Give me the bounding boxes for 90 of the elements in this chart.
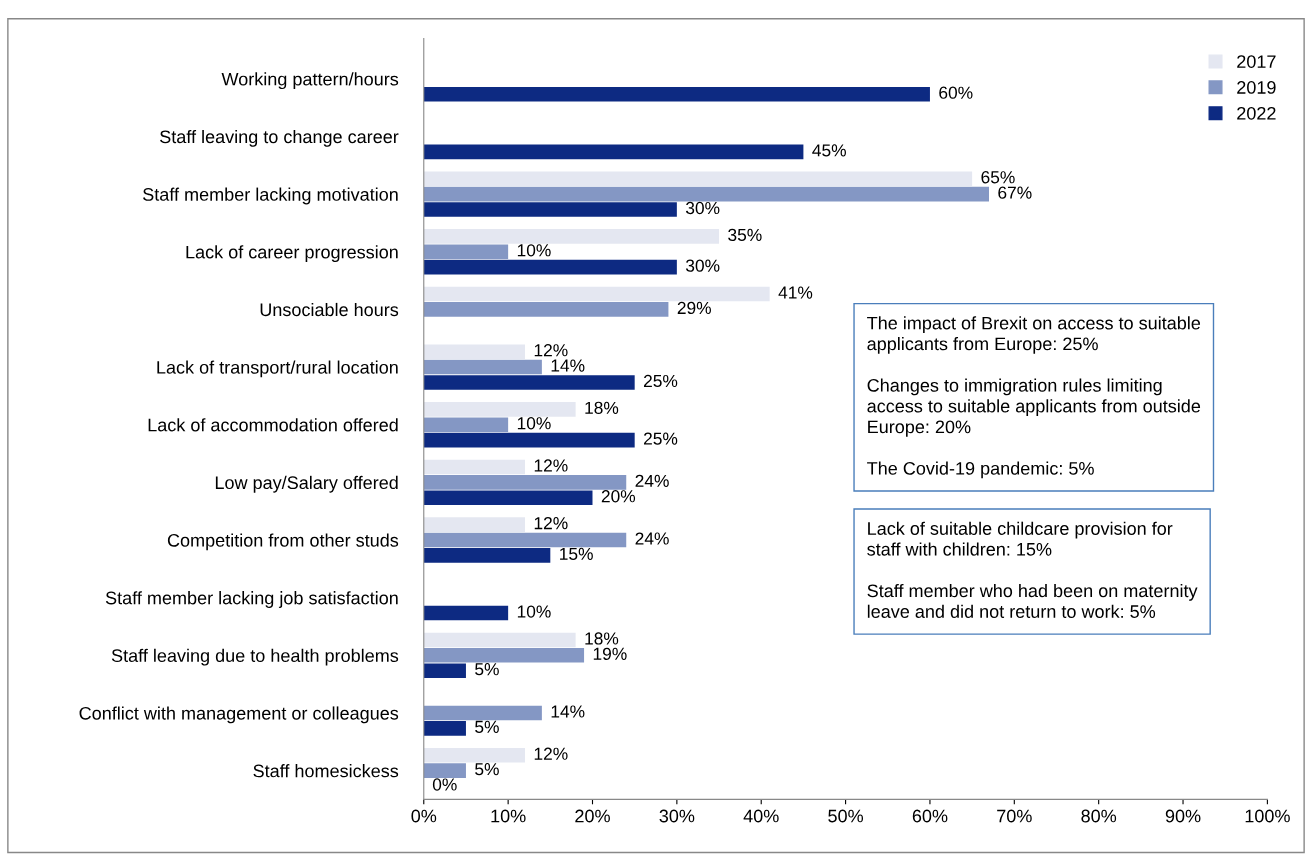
y-tick-label: Staff leaving due to health problems xyxy=(111,648,399,666)
data-label: 30% xyxy=(685,201,720,215)
y-tick-label: Working pattern/hours xyxy=(221,72,399,90)
x-tick-label: 40% xyxy=(743,809,779,823)
data-label: 18% xyxy=(585,632,619,645)
y-tick-label: Competition from other studs xyxy=(167,533,399,551)
x-tick-label: 90% xyxy=(1165,809,1201,823)
bar xyxy=(423,186,989,202)
y-tick-label: Lack of career progression xyxy=(186,245,398,263)
data-label: 19% xyxy=(593,647,627,660)
bar xyxy=(423,359,542,375)
bar xyxy=(423,475,627,490)
legend-label: 2022 xyxy=(1237,106,1276,120)
bar xyxy=(423,302,669,317)
bar xyxy=(423,605,509,621)
data-label: 5% xyxy=(475,663,499,676)
data-label: 14% xyxy=(551,705,585,718)
data-label: 10% xyxy=(517,244,551,257)
data-label: 24% xyxy=(635,474,669,487)
data-label: 5% xyxy=(475,763,499,776)
bar xyxy=(423,344,526,359)
bar xyxy=(423,648,585,663)
bar xyxy=(423,632,576,648)
data-label: 24% xyxy=(635,532,669,545)
data-label: 12% xyxy=(534,459,568,472)
bar xyxy=(423,229,720,244)
data-label: 12% xyxy=(534,747,568,760)
data-label: 35% xyxy=(728,228,762,242)
data-label: 18% xyxy=(585,401,619,414)
data-label: 0% xyxy=(432,778,457,791)
bar xyxy=(423,244,509,260)
data-label: 10% xyxy=(517,605,551,618)
bar xyxy=(423,144,804,160)
x-tick-label: 70% xyxy=(997,809,1032,823)
bar xyxy=(423,548,551,563)
x-tick-label: 80% xyxy=(1081,809,1117,823)
x-tick-label: 0% xyxy=(411,809,437,823)
data-label: 12% xyxy=(534,344,568,357)
data-label: 30% xyxy=(685,259,720,272)
data-label: 5% xyxy=(475,720,499,733)
bar xyxy=(423,663,466,678)
text: The impact of Brexit on access to suitable applicants from Europe: 25% Changes to immigration rules limiting access to suitable applicants from outside Europe: 20% The Covid-19 pandemic: 5% xyxy=(867,316,1201,479)
data-label: 20% xyxy=(601,490,636,503)
x-tick-label: 30% xyxy=(659,809,695,823)
x-tick-label: 100% xyxy=(1245,809,1290,823)
y-tick-label: Conflict with management or colleagues xyxy=(79,706,399,724)
data-label: 65% xyxy=(981,171,1015,184)
bar xyxy=(423,532,627,548)
bar xyxy=(423,402,576,417)
y-tick-label: Staff homesickess xyxy=(253,764,399,778)
legend-label: 2017 xyxy=(1237,55,1276,68)
data-label: 25% xyxy=(643,374,678,388)
bar xyxy=(423,432,635,448)
data-label: 45% xyxy=(812,144,846,157)
bar xyxy=(423,459,526,475)
y-tick-label: Staff member lacking job satisfaction xyxy=(105,591,398,608)
bar xyxy=(423,417,509,433)
bar xyxy=(423,721,466,736)
data-label: 29% xyxy=(677,301,711,315)
y-tick-label: Lack of accommodation offered xyxy=(148,418,398,432)
y-tick-label: Low pay/Salary offered xyxy=(215,475,398,493)
y-tick-label: Unsociable hours xyxy=(260,302,399,317)
y-tick-label: Staff member lacking motivation xyxy=(143,187,398,205)
data-label: 60% xyxy=(939,86,973,99)
data-label: 15% xyxy=(560,547,593,561)
bar xyxy=(423,490,593,506)
data-label: 10% xyxy=(517,417,551,430)
x-tick-label: 60% xyxy=(912,809,948,823)
data-label: 41% xyxy=(778,286,813,299)
x-tick-label: 50% xyxy=(828,809,864,823)
bar xyxy=(423,375,635,390)
bar xyxy=(423,286,770,302)
bar xyxy=(423,763,466,778)
x-tick-label: 20% xyxy=(575,809,610,823)
data-label: 12% xyxy=(534,517,568,530)
legend-label: 2019 xyxy=(1237,81,1276,94)
data-label: 25% xyxy=(643,432,678,445)
text: Lack of suitable childcare provision for staff with children: 15% Staff member who had been on maternity leave and did not return to work: 5% xyxy=(867,521,1198,618)
data-label: 67% xyxy=(998,186,1032,199)
bar xyxy=(423,517,526,532)
bar xyxy=(423,747,526,763)
data-label: 14% xyxy=(551,359,585,372)
bar xyxy=(423,171,973,187)
bar xyxy=(423,86,930,102)
bar xyxy=(423,705,542,721)
bar xyxy=(423,259,677,275)
bar xyxy=(423,202,677,217)
y-tick-label: Lack of transport/rural location xyxy=(157,360,398,378)
y-tick-label: Staff leaving to change career xyxy=(160,129,399,147)
x-tick-label: 10% xyxy=(491,809,526,823)
